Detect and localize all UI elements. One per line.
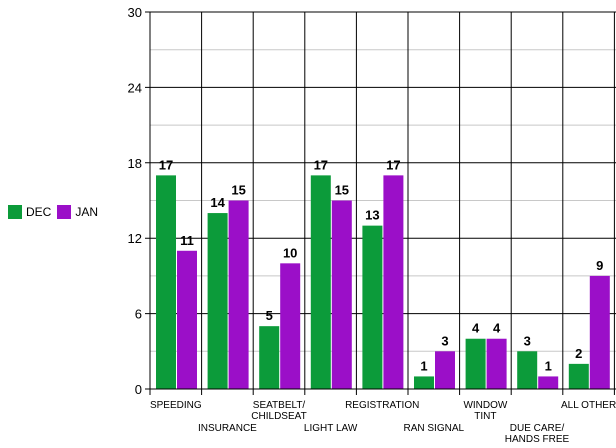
legend-swatch-jan (57, 205, 72, 219)
data-label-dec: 13 (365, 208, 379, 223)
data-label-jan: 10 (283, 245, 297, 260)
bar-jan (228, 200, 249, 389)
data-label-dec: 5 (266, 308, 273, 323)
bar-dec (259, 326, 280, 389)
x-tick-label: SPEEDING (150, 400, 202, 411)
bar-dec (465, 338, 486, 389)
x-tick-label-line: DUE CARE/ (510, 423, 565, 434)
x-tick-label-line: INSURANCE (198, 423, 257, 434)
bar-jan (589, 275, 610, 389)
x-tick-label: ALL OTHER (561, 400, 616, 411)
data-label-dec: 2 (575, 346, 582, 361)
y-tick-label: 12 (128, 231, 142, 246)
bar-jan (538, 376, 559, 389)
y-tick-label: 6 (135, 307, 142, 322)
bar-jan (331, 200, 352, 389)
data-label-jan: 4 (493, 321, 501, 336)
x-tick-label: INSURANCE (198, 423, 257, 434)
bar-jan (435, 351, 455, 389)
x-tick-label-line: CHILDSEAT (251, 411, 306, 422)
data-label-jan: 9 (596, 258, 603, 273)
x-tick-label-line: ALL OTHER (561, 400, 616, 411)
x-tick-label-line: REGISTRATION (345, 400, 419, 411)
bar-dec (517, 351, 538, 389)
data-label-jan: 17 (386, 157, 400, 172)
bar-jan (280, 263, 301, 389)
data-label-jan: 15 (335, 183, 349, 198)
bar-jan (486, 338, 507, 389)
legend-item-dec: DEC (8, 205, 51, 219)
x-tick-label-line: SPEEDING (150, 400, 202, 411)
y-tick-label: 0 (135, 382, 142, 397)
x-tick-label: SEATBELT/CHILDSEAT (251, 400, 306, 422)
data-label-dec: 17 (159, 157, 173, 172)
data-label-dec: 1 (420, 358, 427, 373)
x-tick-label-line: WINDOW (463, 400, 507, 411)
data-label-jan: 1 (545, 358, 552, 373)
x-tick-label: LIGHT LAW (304, 423, 358, 434)
x-tick-label-line: HANDS FREE (505, 434, 570, 445)
data-label-dec: 4 (472, 321, 480, 336)
x-tick-label: RAN SIGNAL (404, 423, 465, 434)
legend-item-jan: JAN (57, 205, 98, 219)
data-label-dec: 14 (210, 195, 225, 210)
data-label-dec: 3 (524, 333, 531, 348)
legend: DEC JAN (8, 205, 104, 219)
data-label-jan: 15 (231, 183, 245, 198)
x-tick-label-line: LIGHT LAW (304, 423, 358, 434)
y-tick-label: 30 (128, 5, 142, 20)
bar-jan (383, 175, 404, 389)
data-label-dec: 17 (314, 157, 328, 172)
bar-dec (414, 376, 434, 389)
bar-jan (177, 250, 197, 389)
bar-dec (568, 363, 589, 389)
data-label-jan: 11 (180, 233, 194, 248)
legend-label-dec: DEC (26, 205, 52, 219)
x-tick-label: DUE CARE/HANDS FREE (505, 423, 570, 445)
x-tick-label-line: SEATBELT/ (253, 400, 306, 411)
x-tick-label-line: TINT (474, 411, 496, 422)
bar-dec (362, 225, 383, 389)
y-tick-label: 24 (128, 80, 142, 95)
y-tick-label: 18 (128, 156, 142, 171)
x-tick-label-line: RAN SIGNAL (404, 423, 465, 434)
legend-label-jan: JAN (75, 205, 99, 219)
bar-dec (310, 175, 331, 389)
bar-dec (156, 175, 176, 389)
x-tick-label: REGISTRATION (345, 400, 419, 411)
bar-dec (207, 213, 228, 389)
legend-swatch-dec (8, 205, 22, 219)
x-tick-label: WINDOW TINT (463, 400, 507, 422)
data-label-jan: 3 (441, 333, 448, 348)
